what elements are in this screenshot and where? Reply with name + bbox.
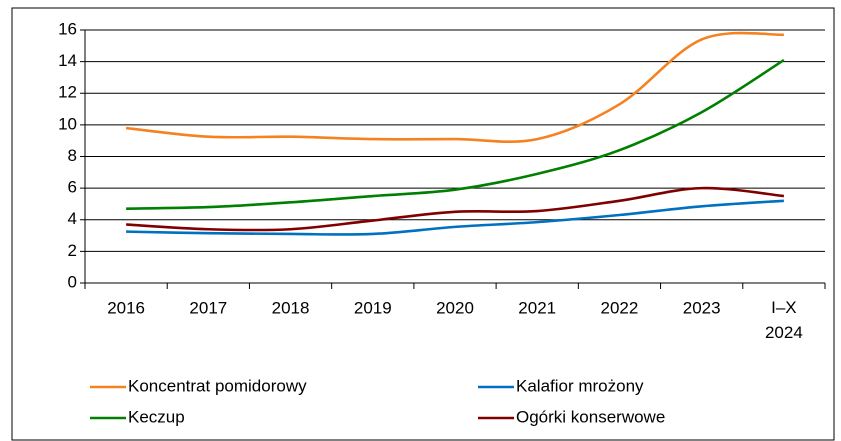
x-tick-label-line: 2024	[765, 323, 803, 342]
x-tick-label: 2021	[518, 298, 556, 317]
x-tick-label: 2020	[436, 298, 474, 317]
x-tick-label: 2018	[272, 298, 310, 317]
chart-frame	[11, 7, 835, 441]
legend-label: Kalafior mrożony	[516, 376, 644, 395]
y-tick-label: 8	[68, 146, 77, 165]
x-tick-label-line: I–X	[771, 298, 797, 317]
y-tick-label: 16	[58, 19, 77, 38]
y-tick-label: 4	[68, 209, 77, 228]
legend-label: Keczup	[128, 407, 185, 426]
series-line	[125, 31, 784, 143]
x-tick-label: I–X 2024	[765, 298, 803, 342]
series-line	[126, 186, 785, 232]
y-tick-label: 12	[58, 83, 77, 102]
legend-label: Ogórki konserwowe	[516, 407, 665, 426]
x-tick-label: 2022	[601, 298, 639, 317]
x-tick-label: 2019	[354, 298, 392, 317]
y-tick-label: 0	[68, 272, 77, 291]
x-tick-label: 2023	[683, 298, 721, 317]
y-tick-label: 6	[68, 178, 77, 197]
x-tick-label: 2016	[107, 298, 145, 317]
y-tick-label: 10	[58, 114, 77, 133]
legend-label: Koncentrat pomidorowy	[128, 376, 307, 395]
y-tick-label: 2	[68, 241, 77, 260]
x-tick-label: 2017	[189, 298, 227, 317]
series-line	[126, 58, 785, 210]
series-line	[126, 199, 784, 236]
y-tick-label: 14	[58, 51, 77, 70]
